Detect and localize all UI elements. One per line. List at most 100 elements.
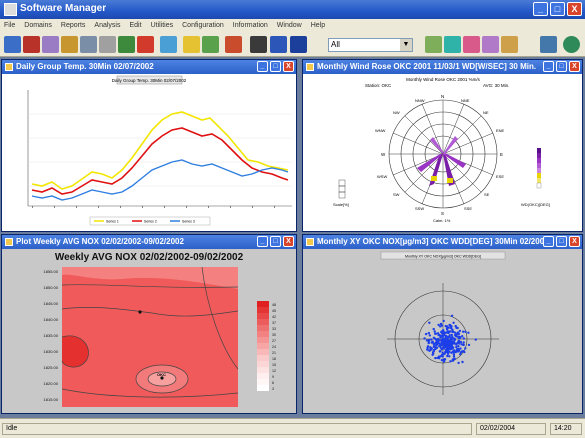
wind-rose-heading: Monthly Wind Rose OKC 2001 %m/s bbox=[406, 77, 481, 82]
scale-value: 45 bbox=[272, 309, 276, 313]
scatter-point bbox=[450, 333, 453, 337]
scatter-point bbox=[430, 341, 433, 344]
chart-icon[interactable] bbox=[23, 36, 40, 53]
menu-utilities[interactable]: Utilities bbox=[150, 22, 174, 29]
group-temp-window: Daily Group Temp. 30Min 02/07/2002 _ □ X… bbox=[1, 59, 297, 232]
target-icon[interactable] bbox=[444, 36, 461, 53]
scatter-point bbox=[435, 346, 439, 349]
alarm-icon[interactable] bbox=[137, 36, 154, 53]
restore-button[interactable]: □ bbox=[556, 61, 567, 72]
export-icon[interactable] bbox=[183, 36, 200, 53]
scatter-point bbox=[434, 337, 437, 340]
calc-icon[interactable] bbox=[482, 36, 499, 53]
scatter-point bbox=[454, 331, 457, 334]
restore-button[interactable]: □ bbox=[550, 2, 565, 16]
scatter-point bbox=[423, 337, 426, 340]
nox-contour-chart: Weekly AVG NOX 02/02/2002-09/02/2002 185… bbox=[2, 249, 296, 413]
menu-configuration[interactable]: Configuration bbox=[182, 22, 224, 29]
scale-value: 9 bbox=[272, 375, 274, 379]
scatter-titlebar[interactable]: Monthly XY OKC NOX[µg/m3] OKC WDD[DEG] 3… bbox=[303, 235, 582, 249]
menu-file[interactable]: File bbox=[4, 22, 16, 29]
scatter-point bbox=[450, 347, 454, 350]
grid-icon[interactable] bbox=[270, 36, 287, 53]
wind-rose-titlebar[interactable]: Monthly Wind Rose OKC 2001 11/03/1 WD[W/… bbox=[303, 60, 582, 74]
scatter-point bbox=[459, 353, 462, 356]
scatter-point bbox=[458, 336, 461, 340]
app-titlebar[interactable]: Software Manager _ □ X bbox=[0, 0, 585, 19]
menu-domains[interactable]: Domains bbox=[24, 22, 52, 29]
minimize-button[interactable]: _ bbox=[543, 236, 554, 247]
app-icon bbox=[4, 3, 17, 16]
restore-button[interactable]: □ bbox=[556, 236, 567, 247]
menu-reports[interactable]: Reports bbox=[60, 22, 86, 29]
minimize-button[interactable]: _ bbox=[533, 2, 548, 16]
globe-icon[interactable] bbox=[563, 36, 580, 53]
scatter-point bbox=[440, 354, 443, 357]
scatter-point bbox=[467, 343, 471, 347]
minimize-button[interactable]: _ bbox=[257, 236, 268, 247]
close-button[interactable]: X bbox=[283, 61, 294, 72]
palette-icon[interactable] bbox=[463, 36, 480, 53]
scatter-point bbox=[448, 334, 451, 337]
station-combo[interactable]: All ▼ bbox=[328, 38, 413, 52]
scatter-point bbox=[437, 333, 440, 337]
scatter-point bbox=[462, 343, 465, 346]
station-icon[interactable] bbox=[4, 36, 21, 53]
table-icon[interactable] bbox=[290, 36, 307, 53]
y-tick: 1830.00 bbox=[44, 349, 59, 354]
scatter-point bbox=[444, 336, 447, 339]
scatter-point bbox=[439, 325, 442, 328]
wind-rose-station: Station: OKC bbox=[365, 83, 392, 88]
close-button[interactable]: X bbox=[283, 236, 294, 247]
tools-icon[interactable] bbox=[225, 36, 242, 53]
user-icon[interactable] bbox=[540, 36, 557, 53]
scale-value: 30 bbox=[272, 333, 276, 337]
direction-label: SSE bbox=[464, 206, 472, 211]
report-icon[interactable] bbox=[42, 36, 59, 53]
close-button[interactable]: X bbox=[569, 236, 580, 247]
refresh-icon[interactable] bbox=[425, 36, 442, 53]
menu-analysis[interactable]: Analysis bbox=[94, 22, 121, 29]
menu-edit[interactable]: Edit bbox=[129, 22, 142, 29]
direction-label: S bbox=[441, 211, 444, 216]
archive-icon[interactable] bbox=[501, 36, 518, 53]
restore-button[interactable]: □ bbox=[270, 61, 281, 72]
scatter-point bbox=[467, 331, 470, 334]
menu-help[interactable]: Help bbox=[310, 22, 326, 29]
group-temp-titlebar[interactable]: Daily Group Temp. 30Min 02/07/2002 _ □ X bbox=[2, 60, 296, 74]
restore-button[interactable]: □ bbox=[270, 236, 281, 247]
scatter-point bbox=[458, 329, 462, 333]
menu-window[interactable]: Window bbox=[276, 22, 302, 29]
close-button[interactable]: X bbox=[569, 61, 580, 72]
menu-bar: File Domains Reports Analysis Edit Utili… bbox=[0, 19, 585, 33]
scatter-point bbox=[446, 338, 449, 341]
list-icon[interactable] bbox=[250, 36, 267, 53]
y-tick: 1850.00 bbox=[44, 285, 59, 290]
nox-titlebar[interactable]: Plot Weekly AVG NOX 02/02/2002-09/02/200… bbox=[2, 235, 296, 249]
y-tick: 1855.00 bbox=[44, 269, 59, 274]
folder-icon[interactable] bbox=[61, 36, 78, 53]
close-button[interactable]: X bbox=[567, 2, 582, 16]
scatter-point bbox=[450, 351, 453, 354]
import-icon[interactable] bbox=[160, 36, 177, 53]
y-tick: 1835.00 bbox=[44, 333, 59, 338]
scatter-point bbox=[462, 330, 465, 333]
status-bar: Idle 02/02/2004 14:20 bbox=[0, 418, 585, 438]
legend bbox=[89, 216, 211, 226]
save-icon[interactable] bbox=[99, 36, 116, 53]
scatter-point bbox=[448, 344, 451, 347]
legend-label: Series 3 bbox=[182, 220, 195, 224]
minimize-button[interactable]: _ bbox=[257, 61, 268, 72]
scatter-point bbox=[428, 334, 431, 337]
config-icon[interactable] bbox=[118, 36, 135, 53]
menu-information[interactable]: Information bbox=[232, 22, 268, 29]
legend-label: Series 1 bbox=[106, 220, 119, 224]
chevron-down-icon[interactable]: ▼ bbox=[400, 39, 412, 51]
scatter-point bbox=[439, 336, 442, 339]
scatter-point bbox=[454, 334, 457, 337]
minimize-button[interactable]: _ bbox=[543, 61, 554, 72]
print-icon[interactable] bbox=[80, 36, 97, 53]
direction-label: SSW bbox=[415, 206, 424, 211]
scatter-point bbox=[445, 348, 448, 352]
map-icon[interactable] bbox=[202, 36, 219, 53]
